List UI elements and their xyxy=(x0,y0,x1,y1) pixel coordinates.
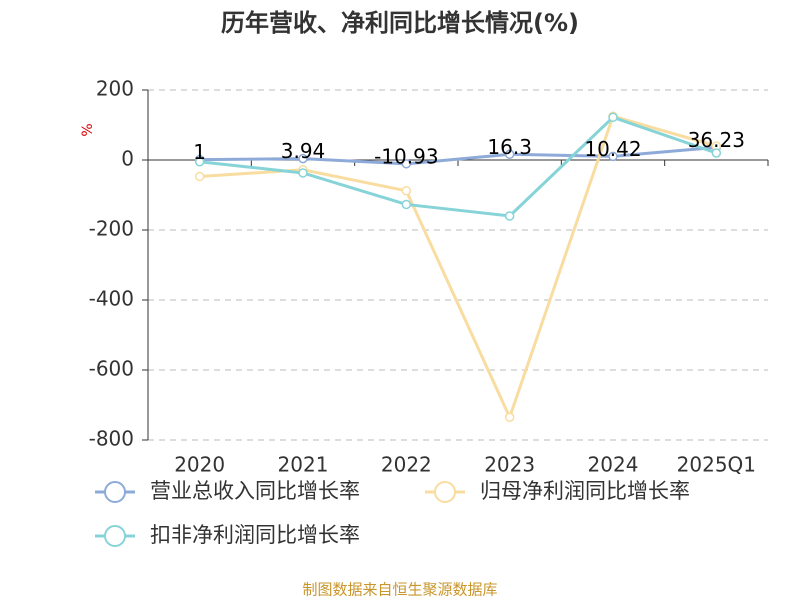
x-tick-label: 2024 xyxy=(588,453,639,477)
point xyxy=(298,168,308,178)
point xyxy=(504,149,515,160)
point xyxy=(401,199,412,210)
point xyxy=(194,171,205,182)
series-line xyxy=(199,145,717,166)
data-label: 1 xyxy=(193,140,206,164)
y-tick-label: -200 xyxy=(89,217,134,241)
point xyxy=(608,112,618,123)
legend-marker xyxy=(434,481,456,503)
x-tick-label: 2023 xyxy=(484,453,535,477)
legend-label: 归母净利润同比增长率 xyxy=(480,479,690,503)
x-tick-label: 2021 xyxy=(278,453,329,477)
chart-title: 历年营收、净利同比增长情况(%) xyxy=(221,9,579,37)
point xyxy=(401,186,412,196)
legend-label: 营业总收入同比增长率 xyxy=(150,479,360,503)
y-tick-label: 200 xyxy=(96,77,134,101)
data-label: 36.23 xyxy=(688,128,745,152)
y-tick-label: -400 xyxy=(89,287,134,311)
data-label: 16.3 xyxy=(487,135,532,159)
point xyxy=(194,157,205,167)
data-label: 10.42 xyxy=(584,137,641,161)
y-tick-label: -800 xyxy=(89,427,134,451)
point xyxy=(504,412,515,422)
y-tick-label: 0 xyxy=(121,147,134,171)
point xyxy=(298,153,308,164)
y-axis-label: % xyxy=(80,123,96,136)
point xyxy=(608,151,618,162)
x-tick-label: 2020 xyxy=(174,453,225,477)
data-label: 3.94 xyxy=(281,139,326,163)
x-tick-label: 2022 xyxy=(381,453,432,477)
legend-label: 扣非净利润同比增长率 xyxy=(150,523,360,547)
source-note: 制图数据来自恒生聚源数据库 xyxy=(302,581,497,599)
series-line xyxy=(199,115,717,218)
x-tick-label: 2025Q1 xyxy=(677,453,756,477)
point xyxy=(401,159,412,169)
legend-marker xyxy=(104,525,126,547)
point xyxy=(711,148,722,158)
data-label: -10.93 xyxy=(374,144,438,168)
legend-marker xyxy=(104,481,126,503)
point xyxy=(504,211,515,221)
y-tick-label: -600 xyxy=(89,357,134,381)
